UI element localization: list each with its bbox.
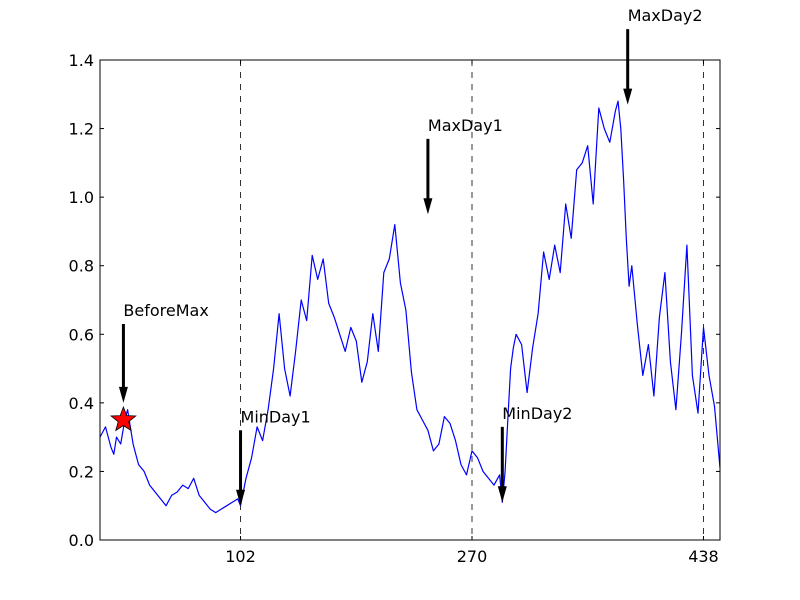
- star-marker: [110, 405, 137, 432]
- y-tick-label: 0.4: [69, 394, 94, 413]
- series-layer: [99, 100, 721, 514]
- annotation-arrow-head: [623, 88, 633, 105]
- annotation-label: BeforeMax: [123, 301, 208, 320]
- annotation-maxday2: MaxDay2: [623, 6, 703, 105]
- annotation-label: MinDay2: [502, 404, 572, 423]
- y-tick-label: 1.4: [69, 51, 94, 70]
- series-line-0: [99, 100, 721, 514]
- annotation-arrow-head: [118, 386, 128, 403]
- plot-frame: [99, 59, 721, 541]
- annotation-label: MaxDay2: [628, 6, 703, 25]
- annotation-arrow-head: [497, 486, 507, 503]
- x-axis: 102 270 438: [225, 60, 719, 566]
- x-tick-label: 102: [225, 547, 256, 566]
- x-tick-label: 270: [457, 547, 488, 566]
- annotation-minday1: MinDay1: [236, 407, 311, 506]
- annotation-label: MaxDay1: [428, 116, 503, 135]
- x-tick-label: 438: [688, 547, 719, 566]
- y-tick-label: 1.2: [69, 120, 94, 139]
- annotation-maxday1: MaxDay1: [423, 116, 503, 215]
- markers-layer: [110, 405, 137, 432]
- y-tick-label: 0.2: [69, 462, 94, 481]
- y-tick-label: 0.8: [69, 257, 94, 276]
- y-axis: 0.0 0.2 0.4 0.6 0.8 1.0 1.2 1.4: [69, 51, 720, 550]
- annotation-arrow-head: [423, 198, 433, 215]
- annotation-label: MinDay1: [241, 407, 311, 426]
- annotations-layer: BeforeMax MinDay1 MaxDay1 MinDay2 MaxDay2: [118, 6, 703, 506]
- annotation-minday2: MinDay2: [497, 404, 572, 503]
- y-tick-label: 0.6: [69, 325, 94, 344]
- y-tick-label: 0.0: [69, 531, 94, 550]
- annotation-beforemax: BeforeMax: [118, 301, 209, 403]
- annotation-arrow-head: [236, 489, 246, 506]
- y-tick-label: 1.0: [69, 188, 94, 207]
